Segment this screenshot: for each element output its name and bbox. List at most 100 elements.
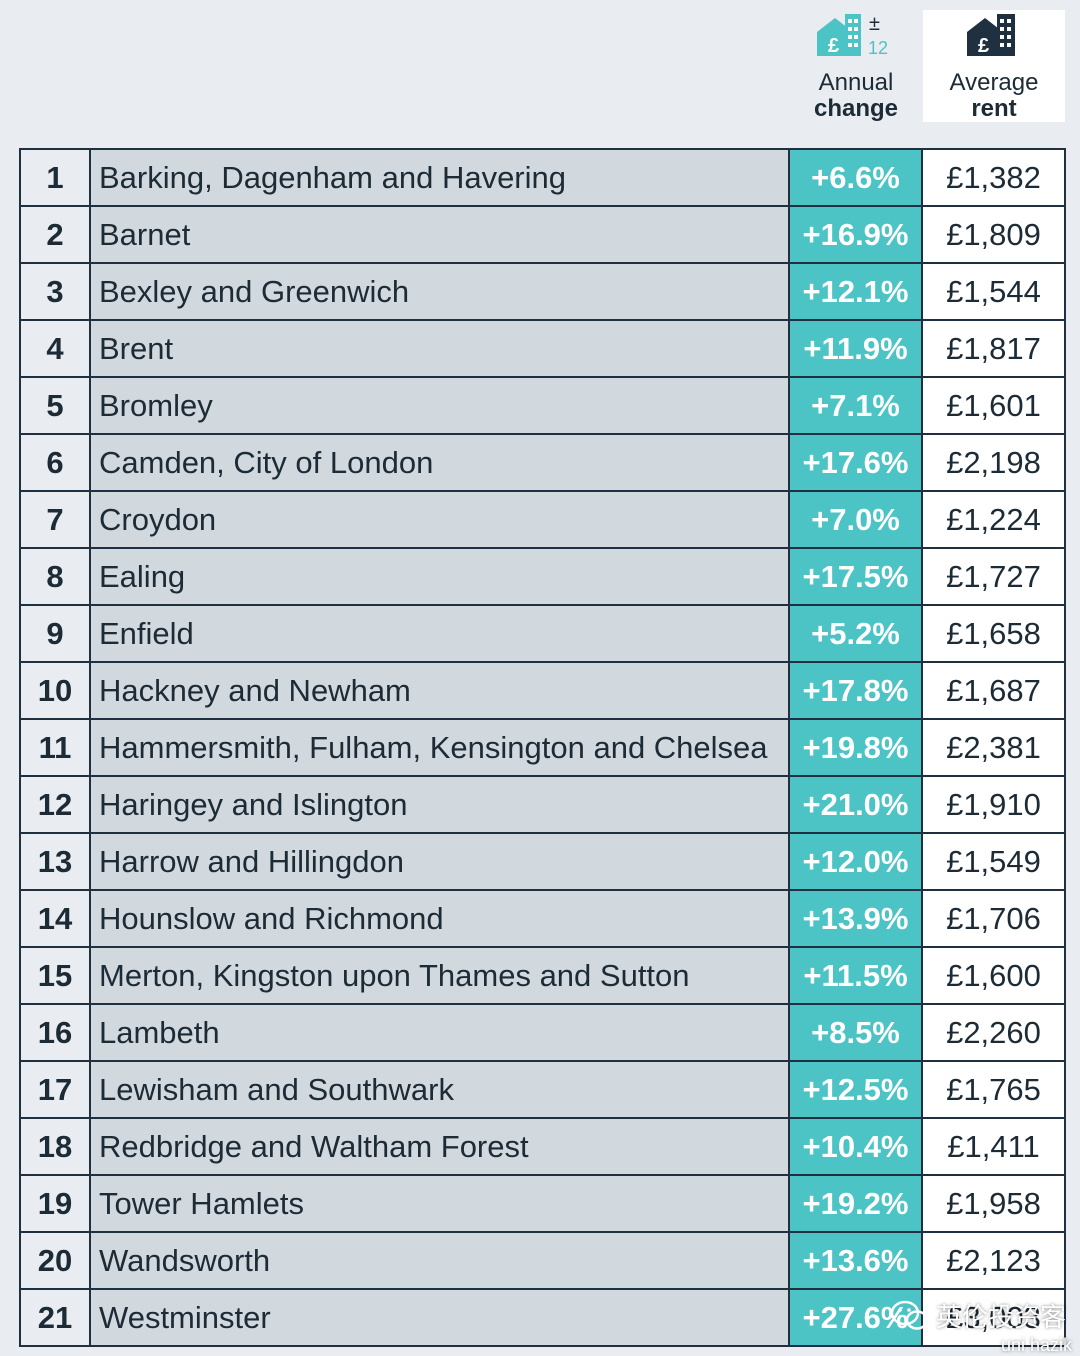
area-cell: Bexley and Greenwich	[91, 264, 790, 319]
average-rent-cell: £3,003	[923, 1290, 1064, 1345]
annual-change-label-2: change	[813, 95, 899, 122]
average-rent-cell: £2,123	[923, 1233, 1064, 1288]
annual-change-cell: +17.8%	[790, 663, 923, 718]
area-cell: Haringey and Islington	[91, 777, 790, 832]
table-row: 12 Haringey and Islington +21.0% £1,910	[21, 777, 1064, 834]
table-row: 3 Bexley and Greenwich +12.1% £1,544	[21, 264, 1064, 321]
rank-cell: 8	[21, 549, 91, 604]
table-row: 5 Bromley +7.1% £1,601	[21, 378, 1064, 435]
icon-months-glyph: 12	[868, 38, 888, 58]
area-cell: Westminster	[91, 1290, 790, 1345]
rank-cell: 12	[21, 777, 91, 832]
table-row: 18 Redbridge and Waltham Forest +10.4% £1,4…	[21, 1119, 1064, 1176]
rank-cell: 13	[21, 834, 91, 889]
table-row: 15 Merton, Kingston upon Thames and Sutto…	[21, 948, 1064, 1005]
rank-cell: 2	[21, 207, 91, 262]
table-row: 14 Hounslow and Richmond +13.9% £1,706	[21, 891, 1064, 948]
annual-change-cell: +16.9%	[790, 207, 923, 262]
icon-currency-glyph: £	[828, 35, 839, 57]
annual-change-cell: +6.6%	[790, 150, 923, 205]
annual-change-cell: +11.5%	[790, 948, 923, 1003]
average-rent-cell: £2,260	[923, 1005, 1064, 1060]
annual-change-cell: +27.6%	[790, 1290, 923, 1345]
rank-cell: 11	[21, 720, 91, 775]
table-row: 2 Barnet +16.9% £1,809	[21, 207, 1064, 264]
average-rent-cell: £1,809	[923, 207, 1064, 262]
table-row: 20 Wandsworth +13.6% £2,123	[21, 1233, 1064, 1290]
average-rent-cell: £1,910	[923, 777, 1064, 832]
rank-cell: 16	[21, 1005, 91, 1060]
table-row: 17 Lewisham and Southwark +12.5% £1,765	[21, 1062, 1064, 1119]
area-cell: Redbridge and Waltham Forest	[91, 1119, 790, 1174]
average-rent-cell: £1,706	[923, 891, 1064, 946]
rank-cell: 20	[21, 1233, 91, 1288]
annual-change-cell: +7.0%	[790, 492, 923, 547]
area-cell: Barnet	[91, 207, 790, 262]
annual-change-cell: +12.0%	[790, 834, 923, 889]
annual-change-cell: +17.6%	[790, 435, 923, 490]
rank-cell: 5	[21, 378, 91, 433]
area-cell: Wandsworth	[91, 1233, 790, 1288]
average-rent-cell: £1,601	[923, 378, 1064, 433]
average-rent-cell: £1,687	[923, 663, 1064, 718]
wechat-icon	[890, 1300, 929, 1330]
rank-cell: 15	[21, 948, 91, 1003]
table-header: £ ± 12 Annual change £ Average rent	[0, 0, 1080, 148]
average-rent-cell: £1,224	[923, 492, 1064, 547]
table-row: 16 Lambeth +8.5% £2,260	[21, 1005, 1064, 1062]
annual-change-cell: +19.2%	[790, 1176, 923, 1231]
annual-change-cell: +7.1%	[790, 378, 923, 433]
average-rent-label-1: Average	[949, 69, 1039, 96]
annual-change-cell: +21.0%	[790, 777, 923, 832]
annual-change-header: £ ± 12 Annual change	[790, 10, 922, 122]
rank-cell: 7	[21, 492, 91, 547]
annual-change-cell: +5.2%	[790, 606, 923, 661]
rank-cell: 9	[21, 606, 91, 661]
rank-cell: 4	[21, 321, 91, 376]
area-cell: Ealing	[91, 549, 790, 604]
annual-change-cell: +17.5%	[790, 549, 923, 604]
area-cell: Croydon	[91, 492, 790, 547]
average-rent-header: £ Average rent	[923, 10, 1065, 122]
area-cell: Hounslow and Richmond	[91, 891, 790, 946]
area-cell: Harrow and Hillingdon	[91, 834, 790, 889]
watermark: 英伦投资客	[890, 1297, 1066, 1334]
area-cell: Lambeth	[91, 1005, 790, 1060]
table-row: 1 Barking, Dagenham and Havering +6.6% £1,3…	[21, 150, 1064, 207]
average-rent-cell: £2,198	[923, 435, 1064, 490]
annual-change-cell: +13.6%	[790, 1233, 923, 1288]
table-row: 13 Harrow and Hillingdon +12.0% £1,549	[21, 834, 1064, 891]
annual-change-label-1: Annual	[818, 69, 894, 96]
annual-change-cell: +13.9%	[790, 891, 923, 946]
table-row: 4 Brent +11.9% £1,817	[21, 321, 1064, 378]
area-cell: Bromley	[91, 378, 790, 433]
annual-change-cell: +11.9%	[790, 321, 923, 376]
area-cell: Merton, Kingston upon Thames and Sutton	[91, 948, 790, 1003]
average-rent-cell: £1,658	[923, 606, 1064, 661]
area-cell: Brent	[91, 321, 790, 376]
annual-change-cell: +12.5%	[790, 1062, 923, 1117]
annual-change-cell: +8.5%	[790, 1005, 923, 1060]
rank-cell: 3	[21, 264, 91, 319]
table-row: 8 Ealing +17.5% £1,727	[21, 549, 1064, 606]
table-row: 11 Hammersmith, Fulham, Kensington and Ch…	[21, 720, 1064, 777]
area-cell: Camden, City of London	[91, 435, 790, 490]
house-pound-plus-minus-12-icon: £ ± 12	[817, 13, 888, 58]
rank-cell: 1	[21, 150, 91, 205]
annual-change-cell: +12.1%	[790, 264, 923, 319]
area-cell: Tower Hamlets	[91, 1176, 790, 1231]
average-rent-cell: £1,411	[923, 1119, 1064, 1174]
icon-plus-minus-glyph: ±	[869, 13, 880, 35]
average-rent-cell: £1,544	[923, 264, 1064, 319]
average-rent-cell: £1,727	[923, 549, 1064, 604]
table-row: 6 Camden, City of London +17.6% £2,198	[21, 435, 1064, 492]
average-rent-cell: £1,765	[923, 1062, 1064, 1117]
table-row: 10 Hackney and Newham +17.8% £1,687	[21, 663, 1064, 720]
area-cell: Enfield	[91, 606, 790, 661]
average-rent-cell: £1,817	[923, 321, 1064, 376]
area-cell: Lewisham and Southwark	[91, 1062, 790, 1117]
average-rent-label-2: rent	[971, 95, 1017, 122]
rank-cell: 10	[21, 663, 91, 718]
area-cell: Hammersmith, Fulham, Kensington and Chel…	[91, 720, 790, 775]
rank-cell: 6	[21, 435, 91, 490]
